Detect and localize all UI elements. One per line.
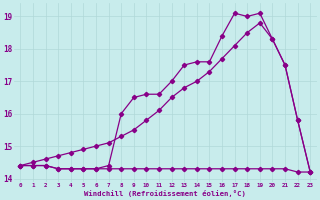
X-axis label: Windchill (Refroidissement éolien,°C): Windchill (Refroidissement éolien,°C) bbox=[84, 190, 246, 197]
